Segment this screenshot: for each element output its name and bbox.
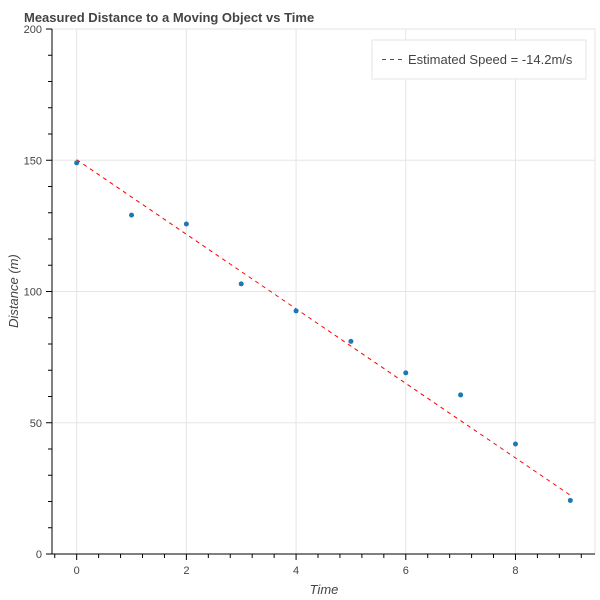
data-point <box>458 392 464 398</box>
x-tick-label: 2 <box>183 565 189 577</box>
chart-title: Measured Distance to a Moving Object vs … <box>24 10 315 25</box>
data-point <box>74 160 80 166</box>
x-tick-label: 0 <box>74 565 80 577</box>
x-tick-label: 8 <box>512 565 518 577</box>
data-point <box>293 308 299 314</box>
x-tick-label: 4 <box>293 565 299 577</box>
y-tick-label: 200 <box>24 24 42 36</box>
legend-box <box>371 39 587 80</box>
data-point <box>512 441 518 447</box>
y-tick-label: 100 <box>24 287 42 299</box>
data-point <box>129 212 135 218</box>
axes: 0 50 100 150 200 0 2 4 6 8 <box>24 24 595 577</box>
x-tick-label: 6 <box>403 565 409 577</box>
data-point <box>183 221 189 227</box>
data-point <box>348 338 354 344</box>
fit-line <box>76 159 571 496</box>
y-tick-label: 0 <box>36 549 42 561</box>
data-point <box>403 370 409 376</box>
data-point <box>238 281 244 287</box>
grid-lines <box>52 28 595 555</box>
y-tick-label: 150 <box>24 155 42 167</box>
data-point <box>567 497 573 503</box>
legend: Estimated Speed = -14.2m/s <box>371 39 587 80</box>
y-tick-label: 50 <box>30 418 42 430</box>
x-axis-label: Time <box>310 582 339 597</box>
series-layer <box>74 159 573 503</box>
legend-label: Estimated Speed = -14.2m/s <box>408 52 573 67</box>
y-axis-label: Distance (m) <box>6 254 21 328</box>
